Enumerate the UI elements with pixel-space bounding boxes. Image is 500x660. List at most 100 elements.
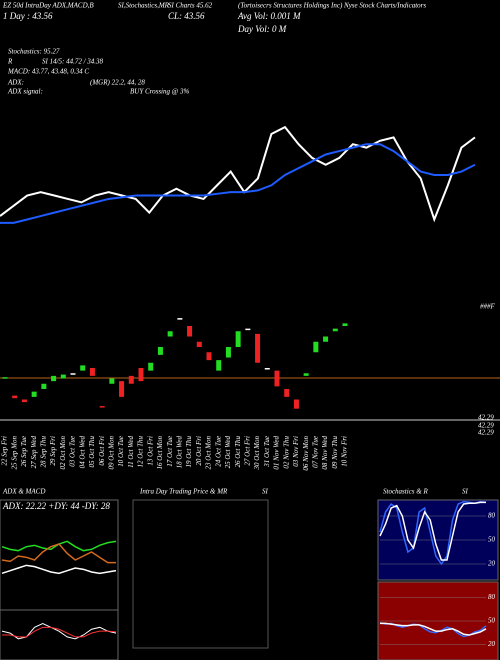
header-text: EZ 50d IntraDay ADX,MACD,B — [2, 2, 94, 10]
header-text: 1 Day : 43.56 — [3, 11, 53, 21]
y-tick-label: 80 — [488, 593, 496, 601]
candle — [128, 375, 134, 384]
x-tick-label: 22 Sep Fri — [1, 436, 9, 466]
x-tick-label: 19 Oct Thu — [185, 436, 193, 468]
series-line — [380, 622, 487, 636]
candle — [167, 331, 173, 337]
candle — [255, 333, 261, 363]
panel-frame — [132, 499, 269, 649]
x-tick-label: 27 Oct Fri — [243, 436, 251, 466]
indicator-text: R — [7, 58, 13, 66]
header-text: Avg Vol: 0.001 M — [237, 11, 301, 21]
panel-frame — [0, 499, 119, 660]
candle — [245, 328, 251, 331]
candle — [80, 365, 86, 371]
candle — [31, 391, 37, 397]
series-line — [1, 540, 117, 552]
series-line — [2, 626, 117, 638]
x-tick-label: 27 Sep Wed — [30, 436, 38, 469]
x-tick-label: 26 Oct Thu — [234, 436, 242, 468]
candle — [274, 370, 280, 387]
indicator-text: MACD: 43.77, 43.48, 0.34 C — [7, 68, 89, 76]
candle — [313, 341, 319, 353]
x-tick-label: 06 Nov Mon — [302, 436, 310, 471]
candle — [119, 381, 125, 397]
x-tick-label: 18 Oct Wed — [175, 436, 183, 469]
x-tick-label: 02 Nov Thu — [282, 436, 290, 469]
candle — [303, 373, 309, 376]
candle — [264, 368, 270, 370]
price-label: 42.29 — [478, 422, 494, 430]
x-tick-label: 10 Oct Tue — [117, 436, 125, 467]
candle — [187, 326, 193, 337]
x-tick-label: 31 Oct Tue — [263, 436, 271, 468]
x-tick-label: 08 Nov Wed — [321, 436, 329, 470]
x-tick-label: 01 Nov Wed — [273, 436, 281, 470]
panel-title: Intra Day Trading Price & MR — [139, 488, 228, 496]
x-tick-label: 26 Sep Tue — [20, 436, 28, 467]
x-tick-label: 05 Oct Thu — [88, 436, 96, 468]
panel-title: ADX & MACD — [2, 488, 45, 496]
candle — [2, 377, 8, 379]
x-tick-label: 09 Oct Mon — [107, 436, 115, 470]
candle — [196, 341, 202, 347]
panel-title: SI — [462, 488, 469, 496]
x-tick-label: 30 Oct Mon — [253, 436, 261, 471]
candle — [41, 383, 47, 389]
x-tick-label: 04 Oct Wed — [78, 436, 86, 469]
candle — [206, 352, 212, 361]
candle — [225, 347, 231, 358]
candle — [99, 406, 105, 408]
x-tick-label: 24 Oct Tue — [214, 436, 222, 467]
x-tick-label: 20 Oct Fri — [195, 436, 203, 466]
y-tick-label: 20 — [488, 640, 496, 648]
candle — [21, 399, 27, 403]
series-line — [1, 622, 117, 640]
header-text: SI Charts 45.62 — [168, 2, 213, 10]
indicator-text: Stochastics: 95.27 — [8, 48, 60, 56]
x-tick-label: 23 Oct Mon — [205, 436, 213, 470]
x-tick-label: 25 Sep Mon — [10, 436, 18, 470]
candle — [216, 360, 222, 371]
price-label: 42.29 — [478, 414, 494, 422]
candle — [138, 368, 144, 382]
panel-frame — [0, 609, 119, 660]
indicator-text: SI 14/5: 44.72 / 34.38 — [42, 58, 104, 66]
y-tick-label: 50 — [488, 536, 496, 544]
x-tick-label: 11 Oct Wed — [127, 436, 135, 468]
candle — [332, 328, 338, 332]
series-line — [1, 564, 117, 575]
indicator-text: (MGR) 22.2, 44, 28 — [90, 79, 145, 87]
series-line — [379, 501, 486, 561]
candle — [177, 318, 183, 320]
candle — [70, 373, 76, 375]
candle — [293, 399, 299, 409]
candle — [89, 368, 95, 376]
x-tick-label: 16 Oct Mon — [156, 436, 164, 470]
x-tick-label: 03 Nov Fri — [292, 436, 300, 467]
candle — [60, 374, 66, 379]
header-text: CL: 43.56 — [168, 11, 205, 21]
panel-title: SI — [262, 488, 269, 496]
series-line — [379, 500, 487, 566]
candle — [342, 323, 348, 326]
x-tick-label: 07 Nov Tue — [311, 436, 319, 468]
candle — [109, 378, 115, 384]
x-tick-label: 10 Nov Fri — [341, 436, 349, 467]
candle — [235, 331, 241, 347]
x-tick-label: 09 Nov Thu — [331, 436, 339, 469]
candle — [12, 395, 18, 399]
x-tick-label: 25 Oct Wed — [224, 436, 232, 469]
x-tick-label: 03 Oct Tue — [69, 436, 77, 467]
header-text: Day Vol: 0 M — [237, 24, 287, 34]
series-line — [0, 143, 476, 224]
y-tick-label: 20 — [488, 560, 496, 568]
candle — [51, 375, 57, 382]
indicator-text: ADX: — [7, 79, 24, 87]
indicator-text: BUY Crossing @ 3% — [130, 88, 189, 96]
series-line — [1, 543, 116, 564]
x-tick-label: 28 Sep Thu — [39, 436, 47, 468]
candle — [323, 336, 329, 342]
y-tick-label: 80 — [488, 512, 496, 520]
header-text: SI,Stochastics,MR — [118, 2, 170, 10]
